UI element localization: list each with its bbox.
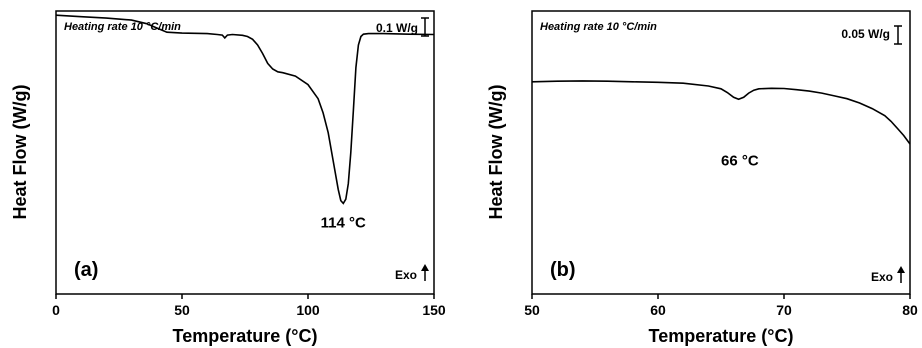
plot-frame-a — [55, 10, 435, 295]
x-ticks-b: 50 60 70 80 — [524, 294, 918, 318]
chart-panel-a: Heating rate 10 °C/min 0.1 W/g (a) Exo H… — [10, 10, 446, 346]
x-tick-label: 150 — [422, 302, 446, 318]
x-tick-label: 80 — [902, 302, 918, 318]
scale-bar-label-a: 0.1 W/g — [376, 21, 418, 35]
y-axis-label-b: Heat Flow (W/g) — [486, 85, 506, 220]
exo-arrow-icon-b — [897, 266, 905, 283]
heating-rate-note-a: Heating rate 10 °C/min — [64, 21, 181, 33]
x-tick-label: 100 — [296, 302, 320, 318]
scale-bar-a — [421, 17, 429, 37]
plot-frame-b — [531, 10, 911, 295]
x-axis-label-b: Temperature (°C) — [649, 326, 794, 346]
panel-label-a: (a) — [74, 259, 98, 281]
peak-annotation-b: 66 °C — [721, 152, 759, 169]
chart-panel-b: Heating rate 10 °C/min 0.05 W/g (b) Exo … — [486, 10, 918, 346]
peak-annotation-a: 114 °C — [321, 214, 366, 231]
x-tick-label: 50 — [524, 302, 540, 318]
x-axis-label-a: Temperature (°C) — [173, 326, 318, 346]
scale-bar-label-b: 0.05 W/g — [841, 27, 890, 41]
x-tick-label: 70 — [776, 302, 792, 318]
x-tick-label: 0 — [52, 302, 60, 318]
heating-rate-note-b: Heating rate 10 °C/min — [540, 21, 657, 33]
exo-label-a: Exo — [395, 268, 417, 282]
x-tick-label: 60 — [650, 302, 666, 318]
x-ticks-a: 0 50 100 150 — [52, 294, 446, 318]
panel-label-b: (b) — [550, 259, 576, 281]
x-tick-label: 50 — [174, 302, 190, 318]
scale-bar-b — [894, 25, 902, 45]
exo-label-b: Exo — [871, 270, 893, 284]
dsc-curve-a — [55, 14, 435, 205]
exo-arrow-icon-a — [421, 264, 429, 281]
dsc-curve-b — [531, 80, 911, 145]
y-axis-label-a: Heat Flow (W/g) — [10, 85, 30, 220]
